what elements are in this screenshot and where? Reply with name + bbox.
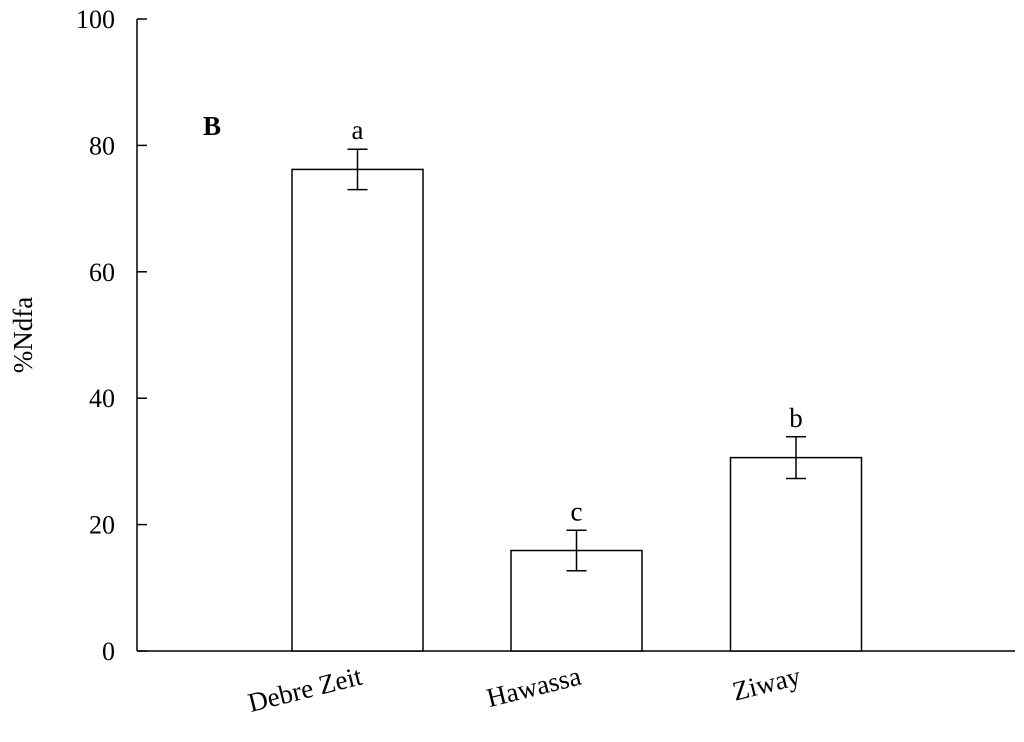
y-tick-label: 0 bbox=[102, 637, 115, 666]
x-category-label: Hawassa bbox=[484, 661, 584, 713]
significance-letter: a bbox=[352, 115, 364, 145]
significance-letters: a c b bbox=[352, 115, 803, 526]
y-tick-label: 60 bbox=[89, 258, 115, 287]
y-tick-label: 20 bbox=[89, 511, 115, 540]
y-axis-ticks: 0 20 40 60 80 100 bbox=[76, 5, 147, 666]
y-axis-label: %Ndfa bbox=[8, 297, 38, 373]
x-axis-categories: Debre Zeit Hawassa Ziway bbox=[245, 661, 804, 718]
significance-letter: c bbox=[571, 496, 583, 526]
bar bbox=[291, 168, 424, 652]
y-tick-label: 40 bbox=[89, 384, 115, 413]
y-tick-label: 80 bbox=[89, 131, 115, 160]
significance-letter: b bbox=[789, 403, 803, 433]
x-category-label: Ziway bbox=[729, 661, 804, 707]
error-bars bbox=[347, 148, 806, 572]
bar bbox=[510, 549, 643, 652]
bar bbox=[729, 456, 863, 652]
bars bbox=[291, 168, 863, 652]
y-tick-label: 100 bbox=[76, 5, 115, 34]
panel-label: B bbox=[203, 111, 221, 141]
x-category-label: Debre Zeit bbox=[245, 661, 365, 718]
